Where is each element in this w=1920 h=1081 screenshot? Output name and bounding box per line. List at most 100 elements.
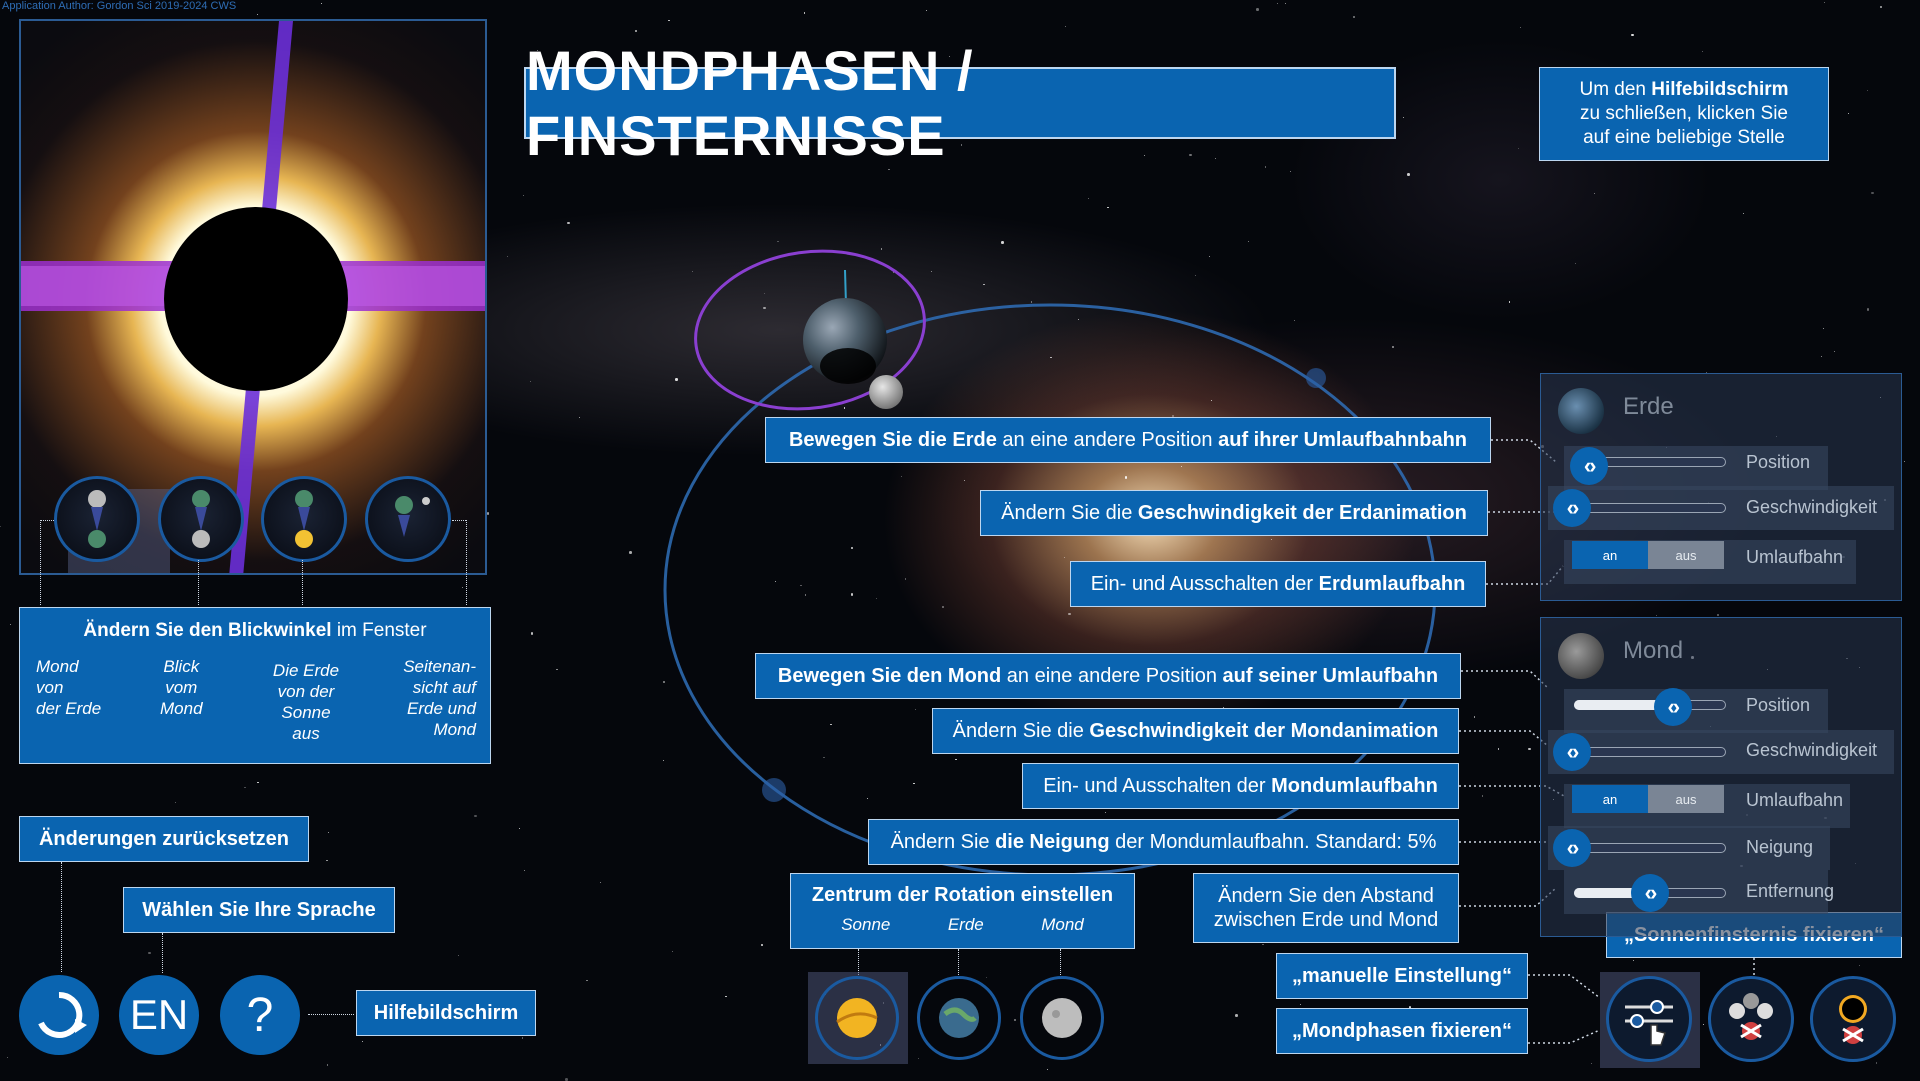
star bbox=[1875, 1062, 1878, 1064]
star bbox=[1262, 943, 1264, 946]
rotation-center-panel: Zentrum der Rotation einstellen Sonne Er… bbox=[790, 873, 1135, 949]
star bbox=[1519, 26, 1522, 28]
earth-speed-label: Geschwindigkeit bbox=[1746, 497, 1878, 517]
earth-orbit-off[interactable]: aus bbox=[1648, 541, 1724, 569]
star bbox=[1879, 5, 1883, 9]
star bbox=[1508, 301, 1510, 303]
rotation-option-moon: Mond bbox=[1041, 915, 1084, 934]
star bbox=[1222, 707, 1225, 709]
star bbox=[523, 194, 525, 196]
view-side-button[interactable] bbox=[365, 476, 451, 562]
connector bbox=[61, 862, 62, 972]
moon-tilt-callout: Ändern Sie die Neigung der Mondumlaufbah… bbox=[868, 819, 1459, 865]
earth-speed-slider-handle[interactable]: ‹› bbox=[1553, 489, 1591, 527]
star bbox=[1820, 355, 1823, 358]
connector bbox=[858, 949, 859, 975]
star bbox=[1574, 262, 1576, 265]
star bbox=[1208, 255, 1211, 258]
moon-tilt-slider-handle[interactable]: ‹› bbox=[1553, 829, 1591, 867]
star bbox=[1631, 33, 1634, 37]
sun-icon bbox=[836, 998, 878, 1038]
star bbox=[629, 551, 632, 554]
star bbox=[1391, 345, 1395, 349]
moon-orbit-label: Umlaufbahn bbox=[1746, 790, 1844, 810]
star bbox=[1030, 301, 1032, 303]
earth-orbit-on[interactable]: an bbox=[1572, 541, 1648, 569]
star bbox=[823, 756, 825, 759]
star bbox=[1742, 213, 1745, 215]
star bbox=[1181, 466, 1183, 468]
moon-speed-label: Geschwindigkeit bbox=[1746, 740, 1878, 760]
star bbox=[1716, 613, 1720, 617]
star bbox=[0, 526, 2, 528]
star bbox=[458, 954, 460, 957]
star bbox=[1407, 173, 1410, 176]
rotation-moon-button[interactable] bbox=[1020, 976, 1104, 1060]
help-button[interactable]: ? bbox=[220, 975, 300, 1055]
connector bbox=[958, 949, 959, 975]
moon-orbit bbox=[694, 249, 926, 411]
star bbox=[1528, 747, 1531, 751]
connector bbox=[162, 933, 163, 973]
moon-distance-slider-handle[interactable]: ‹› bbox=[1631, 874, 1669, 912]
earth-position-slider-handle[interactable]: ‹› bbox=[1570, 447, 1609, 485]
view-earth-from-sun-button[interactable] bbox=[261, 476, 347, 562]
rotation-sun-button[interactable] bbox=[815, 976, 899, 1060]
view-moon-from-earth-button[interactable] bbox=[54, 476, 140, 562]
moon-position-slider-handle[interactable]: ‹› bbox=[1653, 688, 1692, 726]
side-view-icon bbox=[395, 496, 430, 537]
view-label-from-moon: Blick vom Mond bbox=[160, 657, 203, 718]
star bbox=[1001, 241, 1004, 244]
earth-orbit-label: Umlaufbahn bbox=[1746, 547, 1844, 567]
star bbox=[1235, 1014, 1238, 1017]
star bbox=[1050, 356, 1052, 358]
star bbox=[1833, 350, 1836, 353]
star bbox=[1517, 147, 1520, 149]
view-label-earth-from-sun: Die Erde von der Sonne aus bbox=[272, 661, 340, 743]
language-button[interactable]: EN bbox=[119, 975, 199, 1055]
star bbox=[320, 3, 323, 5]
earth-icon bbox=[939, 998, 979, 1038]
star bbox=[1210, 400, 1212, 402]
star bbox=[1867, 89, 1869, 91]
view-angle-bold: Ändern Sie den Blickwinkel bbox=[83, 620, 332, 641]
help-close-line2: zu schließen, klicken Sie bbox=[1579, 103, 1789, 124]
star bbox=[1264, 166, 1267, 168]
view-window bbox=[19, 19, 487, 575]
star bbox=[1655, 615, 1657, 617]
moon-phases-mode-button[interactable] bbox=[1708, 976, 1794, 1062]
earth-orbit-toggle[interactable]: an aus bbox=[1572, 541, 1724, 569]
star bbox=[888, 169, 890, 171]
connector bbox=[1060, 949, 1061, 975]
moon-orbit-off[interactable]: aus bbox=[1648, 785, 1724, 813]
moon-orbit-on[interactable]: an bbox=[1572, 785, 1648, 813]
star bbox=[850, 546, 854, 550]
moon-panel-icon bbox=[1558, 633, 1604, 679]
star bbox=[1632, 960, 1634, 962]
star bbox=[567, 221, 570, 225]
app-credit: Application Author: Gordon Sci 2019-2024… bbox=[2, 0, 237, 12]
star bbox=[925, 10, 927, 12]
rotation-option-earth: Erde bbox=[947, 915, 984, 934]
earth-panel-icon bbox=[1558, 388, 1604, 434]
moon-speed-slider-handle[interactable]: ‹› bbox=[1553, 733, 1591, 771]
star bbox=[599, 882, 601, 884]
view-from-moon-icon bbox=[192, 490, 210, 548]
star bbox=[1299, 1003, 1301, 1005]
star bbox=[1702, 1023, 1704, 1025]
star bbox=[800, 585, 802, 587]
earth-position-label: Position bbox=[1746, 452, 1811, 472]
star bbox=[1482, 795, 1484, 797]
star bbox=[964, 479, 966, 481]
moon-orbit-toggle[interactable]: an aus bbox=[1572, 785, 1724, 813]
rotation-earth-button[interactable] bbox=[917, 976, 1001, 1060]
help-close-info[interactable]: Um den Hilfebildschirm zu schließen, kli… bbox=[1539, 67, 1829, 161]
help-close-text: Um den bbox=[1579, 79, 1652, 100]
view-from-moon-button[interactable] bbox=[158, 476, 244, 562]
manual-mode-button[interactable] bbox=[1606, 976, 1692, 1062]
eclipse-mode-button[interactable] bbox=[1810, 976, 1896, 1062]
star bbox=[1903, 461, 1905, 463]
manual-adjust-icon bbox=[1625, 1000, 1673, 1046]
reset-button[interactable] bbox=[19, 975, 99, 1055]
star bbox=[1271, 538, 1273, 540]
